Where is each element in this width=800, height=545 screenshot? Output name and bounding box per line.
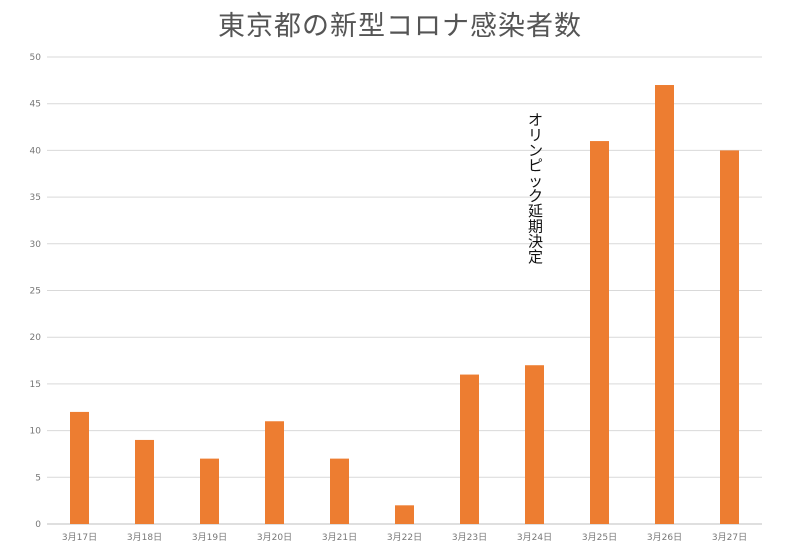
x-tick-label: 3月18日 bbox=[127, 532, 162, 543]
annotation-char: オ bbox=[528, 111, 543, 129]
bar bbox=[395, 505, 414, 524]
chart-title: 東京都の新型コロナ感染者数 bbox=[218, 11, 582, 42]
x-tick-label: 3月25日 bbox=[582, 532, 617, 543]
annotation-char: 決 bbox=[528, 233, 543, 251]
x-tick-label: 3月17日 bbox=[62, 532, 97, 543]
y-tick-label: 20 bbox=[30, 333, 42, 343]
bar bbox=[330, 458, 349, 524]
x-tick-label: 3月22日 bbox=[387, 532, 422, 543]
annotation-char: 定 bbox=[528, 248, 543, 266]
annotation-char: ク bbox=[528, 187, 543, 205]
x-tick-label: 3月26日 bbox=[647, 532, 682, 543]
annotation-char: ン bbox=[528, 141, 543, 159]
bar bbox=[265, 421, 284, 524]
bar bbox=[460, 374, 479, 524]
x-tick-label: 3月21日 bbox=[322, 532, 357, 543]
y-tick-label: 35 bbox=[30, 193, 41, 203]
bars bbox=[70, 85, 739, 525]
bar bbox=[135, 439, 154, 524]
y-tick-label: 25 bbox=[30, 287, 41, 297]
y-tick-label: 50 bbox=[30, 53, 42, 63]
bar bbox=[655, 85, 674, 525]
bar bbox=[525, 365, 544, 524]
x-tick-label: 3月20日 bbox=[257, 532, 292, 543]
y-tick-label: 10 bbox=[30, 427, 42, 437]
y-tick-label: 15 bbox=[30, 380, 41, 390]
bar bbox=[590, 141, 609, 524]
annotation-char: ピ bbox=[528, 157, 543, 175]
bar bbox=[720, 150, 739, 524]
bar bbox=[200, 458, 219, 524]
y-tick-label: 40 bbox=[30, 146, 42, 156]
gridlines bbox=[47, 56, 762, 525]
y-tick-label: 5 bbox=[35, 473, 41, 483]
annotation-char: リ bbox=[528, 126, 543, 144]
x-tick-label: 3月19日 bbox=[192, 532, 227, 543]
y-axis-ticks: 0 5 10 15 20 25 30 35 40 45 50 bbox=[30, 53, 42, 530]
y-tick-label: 0 bbox=[35, 520, 41, 530]
x-tick-label: 3月23日 bbox=[452, 532, 487, 543]
x-axis-ticks: 3月17日 3月18日 3月19日 3月20日 3月21日 3月22日 3月23日 3月24日… bbox=[62, 532, 747, 543]
annotation-char: 期 bbox=[528, 217, 543, 235]
x-tick-label: 3月24日 bbox=[517, 532, 552, 543]
y-tick-label: 45 bbox=[30, 100, 41, 110]
x-tick-label: 3月27日 bbox=[712, 532, 747, 543]
bar bbox=[70, 411, 89, 524]
annotation-char: 延 bbox=[528, 202, 543, 220]
annotation-char: ッ bbox=[528, 172, 543, 190]
y-tick-label: 30 bbox=[30, 240, 42, 250]
